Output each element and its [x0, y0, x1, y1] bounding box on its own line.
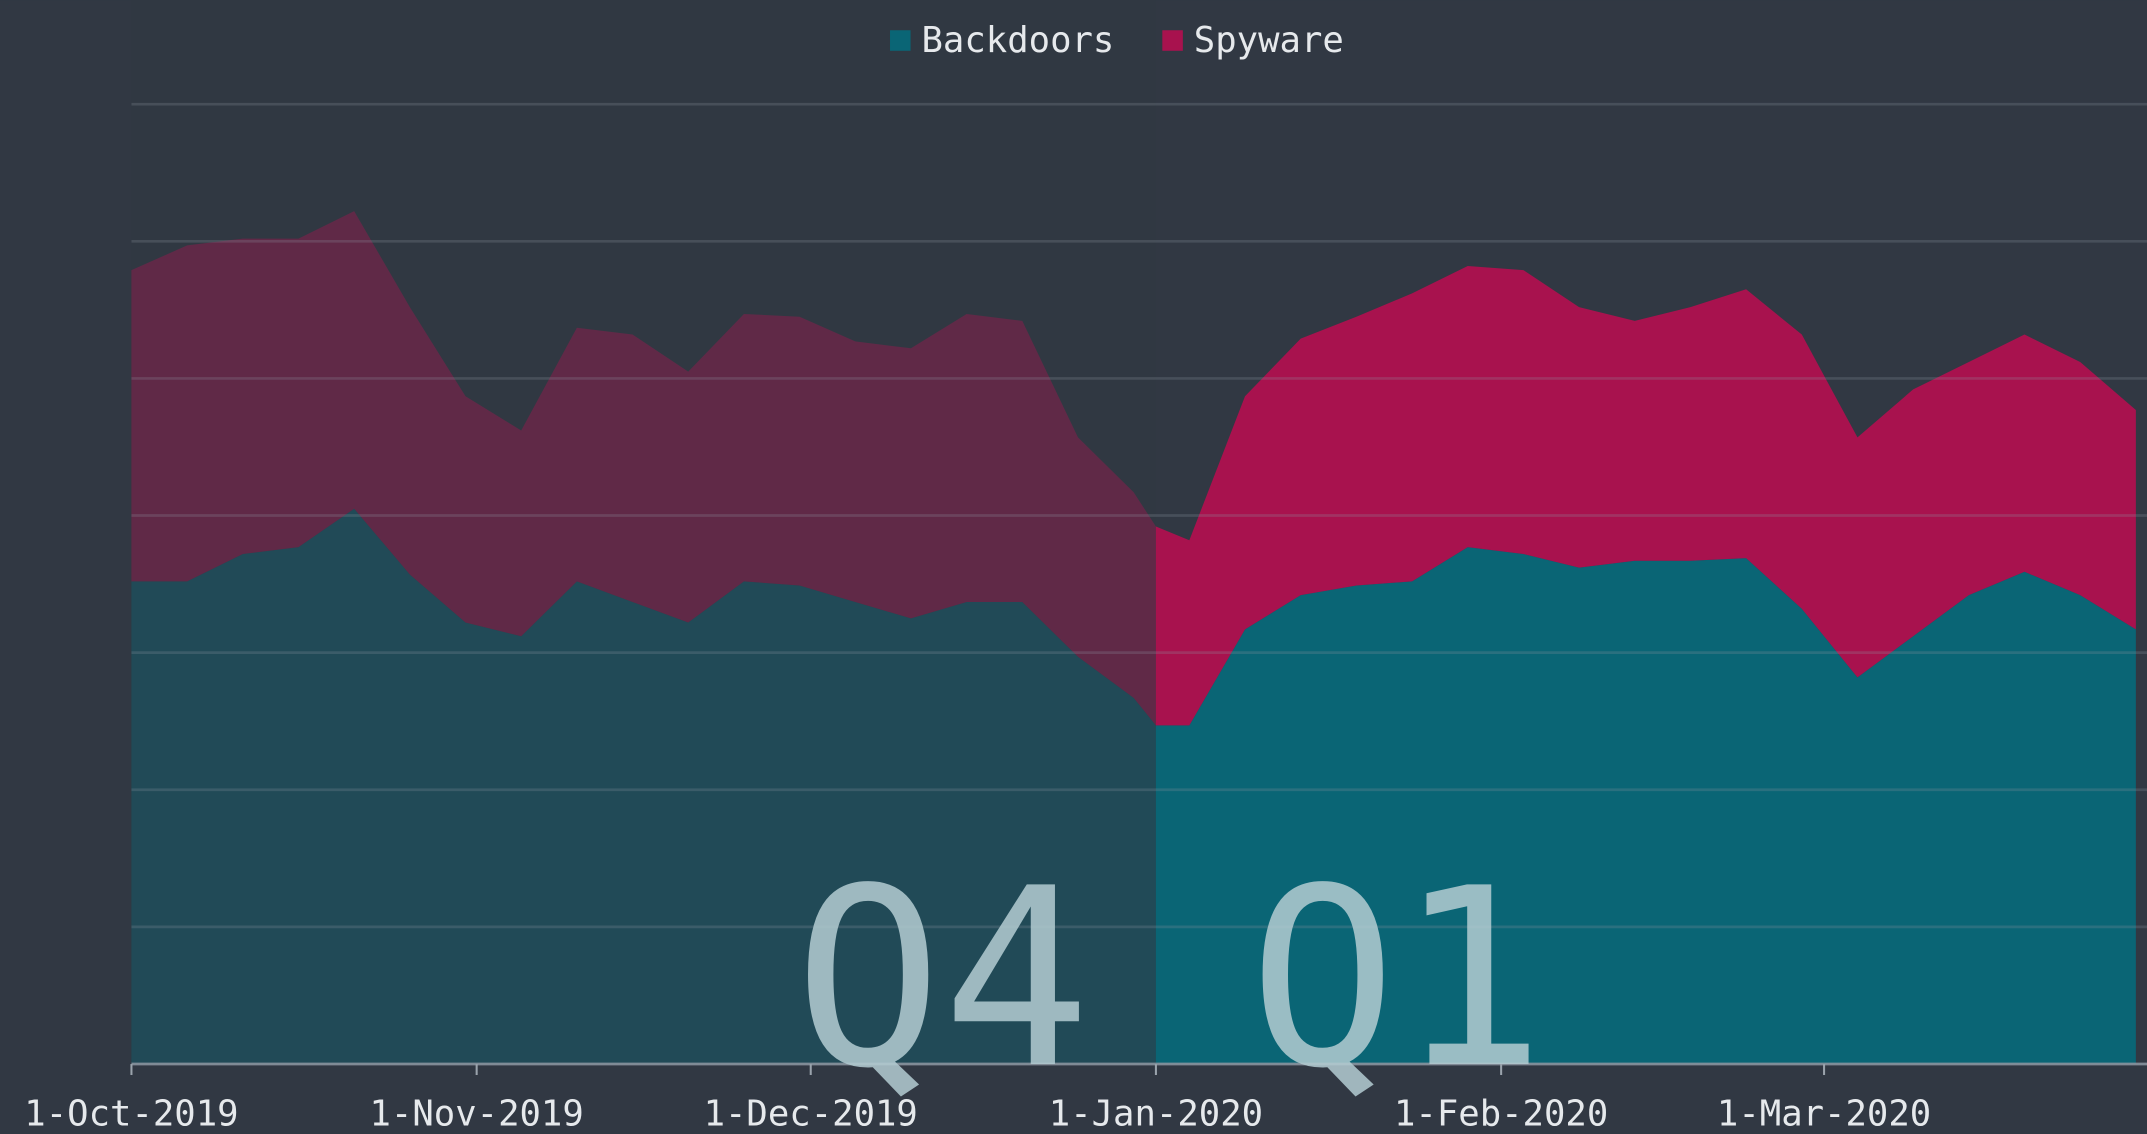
quarter-label: Q4	[794, 836, 1091, 1123]
x-tick-label: 1-Nov-2019	[370, 1094, 584, 1134]
x-tick-label: 1-Jan-2020	[1049, 1094, 1263, 1134]
legend-swatch	[1162, 30, 1183, 51]
x-tick-label: 1-Mar-2020	[1717, 1094, 1931, 1134]
quarter-shade	[131, 0, 1156, 1065]
quarter-label: Q1	[1249, 836, 1546, 1123]
legend-label: Spyware	[1194, 20, 1344, 61]
x-tick-label: 1-Dec-2019	[704, 1094, 918, 1134]
legend-swatch	[890, 30, 911, 51]
x-tick-label: 1-Oct-2019	[24, 1094, 238, 1134]
legend-label: Backdoors	[922, 20, 1115, 61]
x-tick-label: 1-Feb-2020	[1394, 1094, 1608, 1134]
